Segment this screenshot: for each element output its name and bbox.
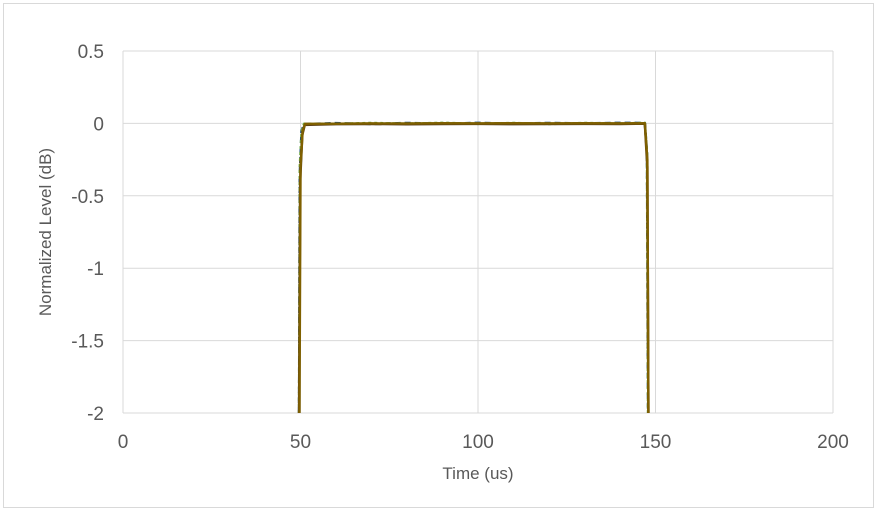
series-group [297,121,650,414]
y-tick-label-1: 0 [93,114,104,135]
x-tick-label-1: 50 [290,432,311,453]
y-tick-label-4: -1.5 [71,332,104,353]
x-tick-labels: 0 50 100 150 200 [118,432,849,453]
x-axis-title: Time (us) [442,464,513,483]
y-tick-label-5: -2 [87,404,104,425]
x-tick-label-4: 200 [817,432,849,453]
x-tick-label-2: 100 [462,432,494,453]
chart-frame [3,3,874,508]
y-axis-title: Normalized Level (dB) [36,148,55,316]
x-tick-label-0: 0 [118,432,129,453]
y-tick-label-3: -1 [87,259,104,280]
y-tick-label-0: 0.5 [78,42,104,63]
y-tick-labels: 0.5 0 -0.5 -1 -1.5 -2 [71,42,104,425]
series-line-4 [298,122,650,414]
x-tick-label-3: 150 [640,432,672,453]
gridlines [122,50,834,414]
y-tick-label-2: -0.5 [71,187,104,208]
